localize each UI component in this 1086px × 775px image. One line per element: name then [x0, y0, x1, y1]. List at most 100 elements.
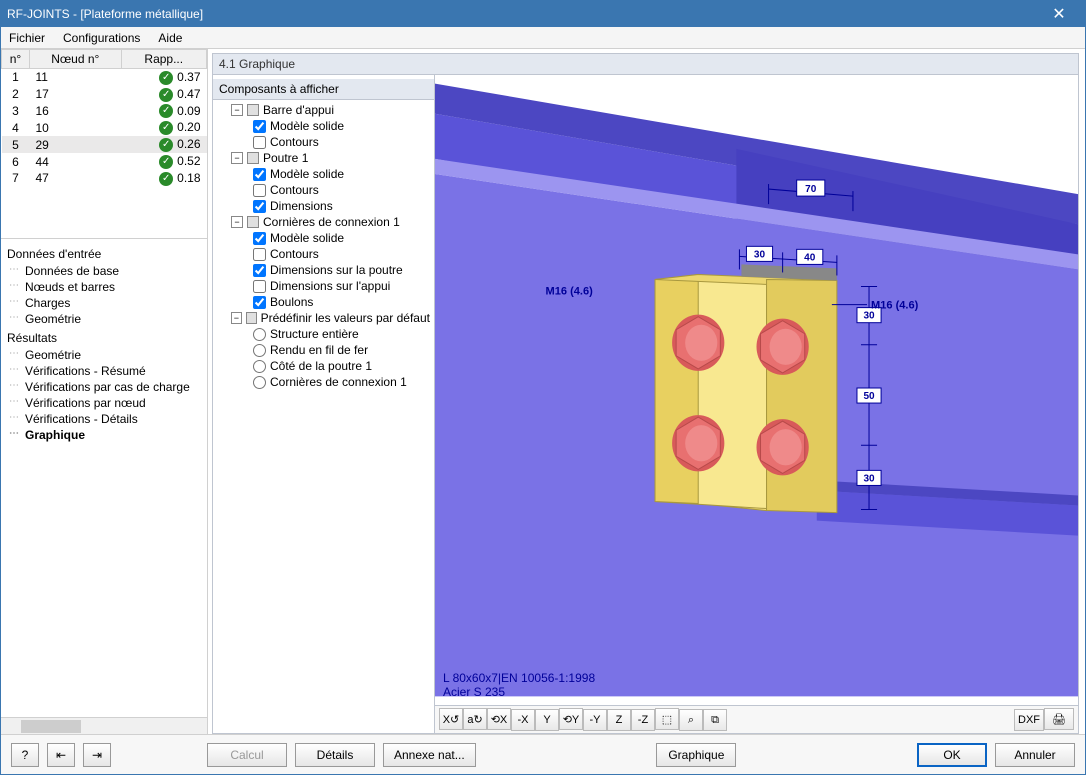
view-tool-button[interactable]: a↻: [463, 708, 487, 730]
viewport: 70 30 40: [435, 75, 1078, 733]
results-table: n° Nœud n° Rapp... 111✓0.37217✓0.47316✓0…: [1, 49, 207, 187]
tree-node[interactable]: Modèle solide: [213, 166, 434, 182]
nav-item[interactable]: Vérifications - Détails: [7, 411, 201, 427]
close-icon[interactable]: ✕: [1039, 4, 1079, 24]
view-tool-button[interactable]: ⧉: [703, 709, 727, 731]
component-tree: Composants à afficher −Barre d'appuiModè…: [213, 75, 435, 733]
tree-node[interactable]: Dimensions: [213, 198, 434, 214]
nav-item[interactable]: Charges: [7, 295, 201, 311]
graphique-button[interactable]: Graphique: [656, 743, 736, 767]
view-tool-button[interactable]: X↺: [439, 708, 463, 730]
col-no[interactable]: n°: [2, 50, 30, 69]
tree-toggle-icon[interactable]: −: [231, 216, 243, 228]
bolt-label-left: M16 (4.6): [546, 286, 594, 298]
col-noeud[interactable]: Nœud n°: [30, 50, 122, 69]
tree-node[interactable]: − Barre d'appui: [213, 102, 434, 118]
table-row[interactable]: 410✓0.20: [2, 119, 207, 136]
checkbox[interactable]: [253, 232, 266, 245]
tree-label: Poutre 1: [263, 151, 308, 165]
radio[interactable]: [253, 360, 266, 373]
checkbox[interactable]: [253, 248, 266, 261]
tree-node[interactable]: −Cornières de connexion 1: [213, 214, 434, 230]
3d-view[interactable]: 70 30 40: [435, 75, 1078, 705]
nav-item[interactable]: Données de base: [7, 263, 201, 279]
nav-item[interactable]: Nœuds et barres: [7, 279, 201, 295]
tree-label: Contours: [270, 183, 319, 197]
tree-node[interactable]: Modèle solide: [213, 118, 434, 134]
calcul-button[interactable]: Calcul: [207, 743, 287, 767]
checkbox[interactable]: [253, 120, 266, 133]
nav-item[interactable]: Geométrie: [7, 311, 201, 327]
nav-item[interactable]: Vérifications - Résumé: [7, 363, 201, 379]
view-tool-button[interactable]: -Y: [583, 709, 607, 731]
radio[interactable]: [253, 328, 266, 341]
left-scrollbar[interactable]: [1, 717, 207, 734]
main: n° Nœud n° Rapp... 111✓0.37217✓0.47316✓0…: [1, 49, 1085, 734]
tree-label: Barre d'appui: [263, 103, 334, 117]
tree-label: Dimensions sur l'appui: [270, 279, 390, 293]
next-button[interactable]: ⇥: [83, 743, 111, 767]
view-info: L 80x60x7|EN 10056-1:1998 Acier S 235: [443, 671, 595, 699]
checkbox[interactable]: [253, 184, 266, 197]
checkbox[interactable]: [253, 136, 266, 149]
table-row[interactable]: 316✓0.09: [2, 103, 207, 120]
checkbox[interactable]: [253, 280, 266, 293]
view-tool-button[interactable]: ⌕: [679, 709, 703, 731]
col-rapport[interactable]: Rapp...: [121, 50, 206, 69]
tree-node[interactable]: Cornières de connexion 1: [213, 374, 434, 390]
tree-node[interactable]: −Prédéfinir les valeurs par défaut: [213, 310, 434, 326]
details-button[interactable]: Détails: [295, 743, 375, 767]
view-tool-button[interactable]: Z: [607, 709, 631, 731]
view-toolbar: X↺a↻⟲X-XY⟲Y-YZ-Z⬚⌕⧉ DXF🖨: [435, 705, 1078, 733]
checkbox[interactable]: [253, 264, 266, 277]
tree-node[interactable]: Rendu en fil de fer: [213, 342, 434, 358]
table-row[interactable]: 529✓0.26: [2, 136, 207, 153]
nav-item[interactable]: Geométrie: [7, 347, 201, 363]
results-table-wrap[interactable]: n° Nœud n° Rapp... 111✓0.37217✓0.47316✓0…: [1, 49, 207, 239]
nav-item[interactable]: Vérifications par nœud: [7, 395, 201, 411]
view-tool-button[interactable]: ⬚: [655, 708, 679, 730]
nav-group-entree: Données d'entrée: [7, 245, 201, 263]
annuler-button[interactable]: Annuler: [995, 743, 1075, 767]
view-tool-button[interactable]: ⟲X: [487, 708, 511, 730]
nav-item[interactable]: Vérifications par cas de charge: [7, 379, 201, 395]
view-tool-button[interactable]: -X: [511, 709, 535, 731]
help-button[interactable]: ?: [11, 743, 39, 767]
view-tool-button[interactable]: 🖨: [1044, 708, 1074, 730]
ok-button[interactable]: OK: [917, 743, 987, 767]
tree-label: Boulons: [270, 295, 313, 309]
prev-button[interactable]: ⇤: [47, 743, 75, 767]
tree-toggle-icon[interactable]: −: [231, 104, 243, 116]
radio[interactable]: [253, 344, 266, 357]
nav-tree: Données d'entrée Données de baseNœuds et…: [1, 239, 207, 717]
tree-toggle-icon[interactable]: −: [231, 152, 243, 164]
checkbox[interactable]: [253, 168, 266, 181]
table-row[interactable]: 111✓0.37: [2, 69, 207, 86]
radio[interactable]: [253, 376, 266, 389]
tree-node[interactable]: Dimensions sur l'appui: [213, 278, 434, 294]
view-tool-button[interactable]: Y: [535, 709, 559, 731]
view-tool-button[interactable]: -Z: [631, 709, 655, 731]
table-row[interactable]: 747✓0.18: [2, 170, 207, 187]
menu-fichier[interactable]: Fichier: [9, 31, 45, 45]
tree-node[interactable]: Modèle solide: [213, 230, 434, 246]
checkbox[interactable]: [253, 296, 266, 309]
tree-node[interactable]: Boulons: [213, 294, 434, 310]
table-row[interactable]: 217✓0.47: [2, 86, 207, 103]
tree-node[interactable]: Contours: [213, 246, 434, 262]
menu-configurations[interactable]: Configurations: [63, 31, 140, 45]
tree-node[interactable]: Contours: [213, 134, 434, 150]
view-tool-button[interactable]: ⟲Y: [559, 708, 583, 730]
tree-toggle-icon[interactable]: −: [231, 312, 242, 324]
tree-node[interactable]: Structure entière: [213, 326, 434, 342]
annexe-button[interactable]: Annexe nat...: [383, 743, 476, 767]
view-tool-button[interactable]: DXF: [1014, 709, 1044, 731]
tree-node[interactable]: − Poutre 1: [213, 150, 434, 166]
tree-node[interactable]: Côté de la poutre 1: [213, 358, 434, 374]
menu-aide[interactable]: Aide: [158, 31, 182, 45]
tree-node[interactable]: Contours: [213, 182, 434, 198]
table-row[interactable]: 644✓0.52: [2, 153, 207, 170]
nav-item[interactable]: Graphique: [7, 427, 201, 443]
tree-node[interactable]: Dimensions sur la poutre: [213, 262, 434, 278]
checkbox[interactable]: [253, 200, 266, 213]
